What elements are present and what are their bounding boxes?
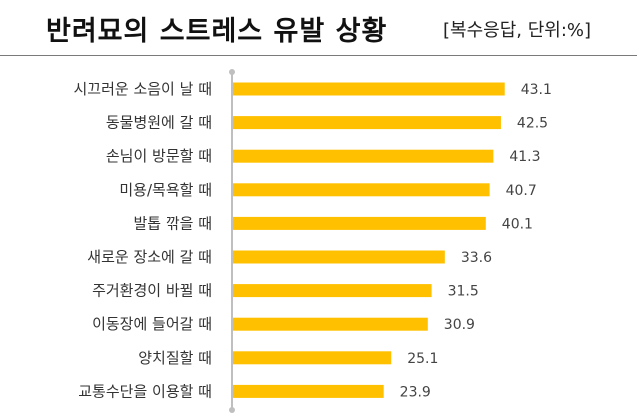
value-label: 31.5 (448, 284, 479, 300)
bar (233, 284, 432, 298)
bar (233, 351, 392, 365)
category-label: 미용/목욕할 때 (119, 181, 212, 199)
category-label: 이동장에 들어갈 때 (92, 315, 212, 333)
value-label: 41.3 (509, 149, 540, 165)
value-label: 40.7 (506, 183, 537, 199)
value-label: 43.1 (521, 82, 552, 98)
bar (233, 384, 384, 398)
category-label: 교통수단을 이용할 때 (78, 382, 212, 400)
bar (233, 82, 505, 96)
category-label: 손님이 방문할 때 (106, 147, 212, 165)
category-label: 새로운 장소에 갈 때 (87, 248, 212, 266)
category-label: 발톱 깎을 때 (133, 214, 212, 232)
axis-bottom-marker (229, 407, 235, 413)
bar (233, 317, 428, 331)
value-label: 42.5 (517, 116, 548, 132)
header: 반려묘의 스트레스 유발 상황 [복수응답, 단위:%] (0, 0, 637, 56)
value-label: 40.1 (502, 216, 533, 232)
bar (233, 116, 501, 130)
value-label: 33.6 (461, 250, 492, 266)
category-label: 시끄러운 소음이 날 때 (73, 80, 212, 98)
chart-title: 반려묘의 스트레스 유발 상황 (46, 16, 388, 47)
bar (233, 250, 445, 264)
value-label: 23.9 (400, 384, 431, 400)
axis-top-marker (229, 69, 235, 75)
category-label: 동물병원에 갈 때 (106, 114, 212, 132)
bar (233, 216, 486, 230)
value-label: 30.9 (444, 317, 475, 333)
bar-chart: 시끄러운 소음이 날 때 43.1 동물병원에 갈 때 42.5 손님이 방문할 때 41… (73, 69, 552, 413)
value-label: 25.1 (407, 351, 438, 367)
bar (233, 149, 494, 163)
category-label: 주거환경이 바뀔 때 (92, 282, 212, 300)
chart-subtitle: [복수응답, 단위:%] (443, 20, 592, 41)
bar (233, 183, 490, 197)
category-label: 양치질할 때 (138, 349, 212, 367)
